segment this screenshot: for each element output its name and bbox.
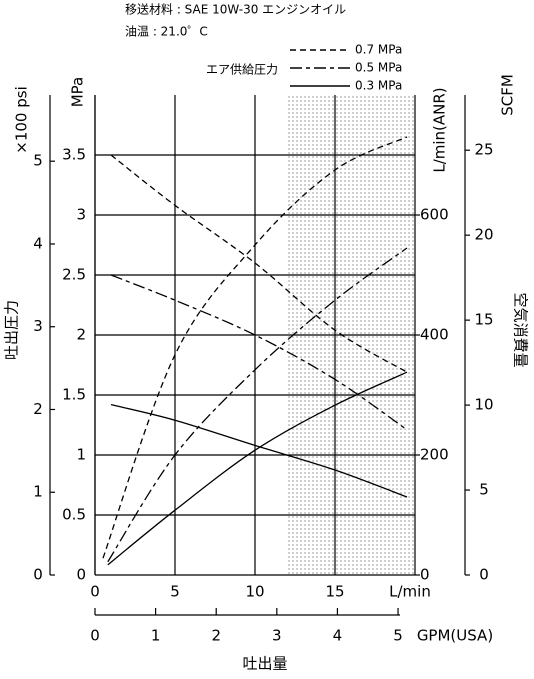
scfm-tick-label: 25 xyxy=(474,141,493,159)
y2-tick-label: 600 xyxy=(420,206,449,224)
scfm-tick-label: 10 xyxy=(474,396,493,414)
curve-air xyxy=(107,247,408,563)
legend-title: エア供給圧力 xyxy=(206,63,278,77)
y-tick-label: 1 xyxy=(76,446,86,464)
psi-label: ×100 psi xyxy=(13,86,31,153)
gpm-tick-label: 0 xyxy=(90,627,100,645)
curve-pressure xyxy=(110,403,408,498)
gpm-tick-label: 5 xyxy=(393,627,403,645)
header-temp: 油温 : 21.0゜C xyxy=(125,25,208,39)
legend-label: 0.3 MPa xyxy=(355,79,402,93)
y2-title: 空気消費量 xyxy=(512,292,530,367)
psi-tick-label: 0 xyxy=(33,566,43,584)
y2-tick-label: 200 xyxy=(420,446,449,464)
scfm-tick-label: 5 xyxy=(479,481,489,499)
psi-tick-label: 1 xyxy=(33,483,43,501)
x-unit-label: L/min xyxy=(389,583,431,601)
gpm-label: GPM(USA) xyxy=(417,627,493,645)
curve-air xyxy=(102,136,408,559)
scfm-tick-label: 20 xyxy=(474,226,493,244)
header-material: 移送材料 : SAE 10W-30 エンジンオイル xyxy=(125,2,346,17)
psi-tick-label: 5 xyxy=(33,152,43,170)
x-tick-label: 5 xyxy=(170,583,180,601)
curve-pressure xyxy=(110,274,408,431)
y-tick-label: 3.5 xyxy=(62,146,86,164)
x-title: 吐出量 xyxy=(242,655,287,673)
x-tick-label: 15 xyxy=(325,583,344,601)
psi-tick-label: 3 xyxy=(33,317,43,335)
y-title: 吐出圧力 xyxy=(3,300,21,360)
psi-tick-label: 4 xyxy=(33,234,43,252)
scfm-label: SCFM xyxy=(499,74,517,116)
legend-label: 0.5 MPa xyxy=(355,61,402,75)
y-tick-label: 3 xyxy=(76,206,86,224)
y2-unit-label: L/min(ANR) xyxy=(431,87,449,172)
y2-tick-label: 400 xyxy=(420,326,449,344)
y-tick-label: 2 xyxy=(76,326,86,344)
y-tick-label: 1.5 xyxy=(62,386,86,404)
x-tick-label: 0 xyxy=(90,583,100,601)
psi-tick-label: 2 xyxy=(33,400,43,418)
scfm-tick-label: 15 xyxy=(474,311,493,329)
gpm-tick-label: 4 xyxy=(333,627,343,645)
gpm-tick-label: 3 xyxy=(272,627,282,645)
scfm-tick-label: 0 xyxy=(479,566,489,584)
y-tick-label: 2.5 xyxy=(62,266,86,284)
curve-pressure xyxy=(110,154,408,373)
curve-air xyxy=(107,371,408,566)
legend-label: 0.7 MPa xyxy=(355,43,402,57)
gpm-tick-label: 1 xyxy=(151,627,161,645)
y-unit-label: MPa xyxy=(69,77,87,108)
y-tick-label: 0.5 xyxy=(62,506,86,524)
gpm-tick-label: 2 xyxy=(211,627,221,645)
x-tick-label: 10 xyxy=(245,583,264,601)
y-tick-label: 0 xyxy=(76,566,86,584)
y2-tick-label: 0 xyxy=(420,566,430,584)
